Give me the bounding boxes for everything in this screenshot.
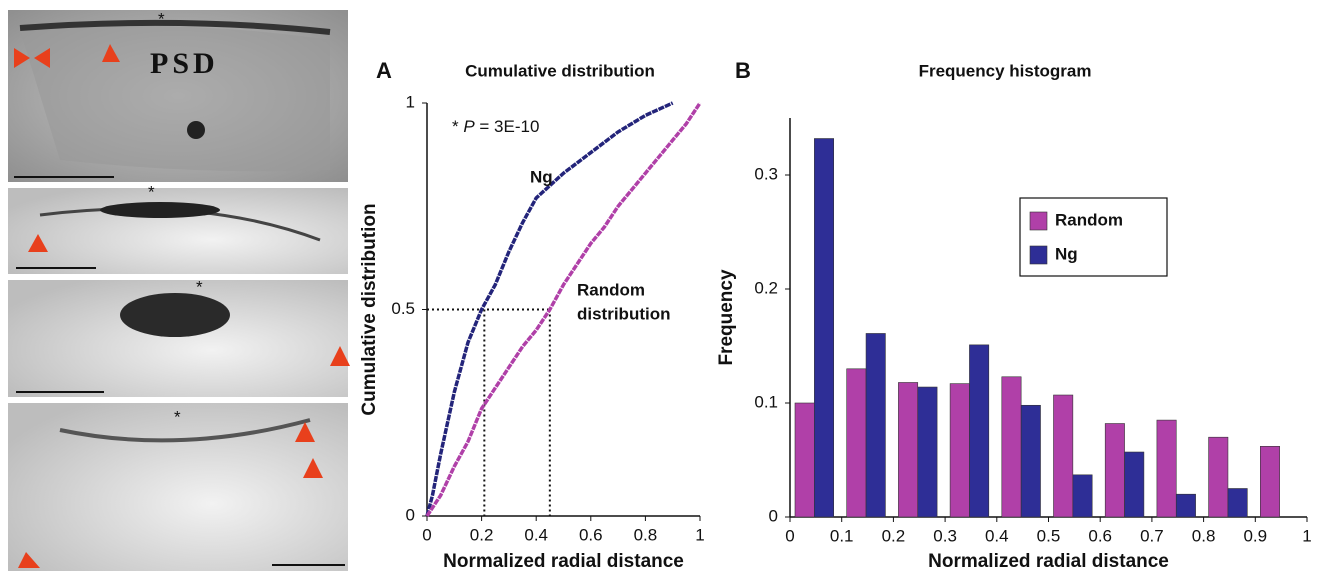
x-axis-label: Normalized radial distance — [928, 551, 1169, 572]
x-tick-label: 0.6 — [579, 525, 603, 544]
x-tick-label: 0 — [422, 525, 431, 544]
scale-bars — [14, 176, 345, 566]
legend-swatch — [1029, 211, 1048, 231]
x-tick-label: 0.6 — [1088, 526, 1112, 545]
histogram-bar — [1175, 493, 1196, 518]
asterisk: * — [148, 182, 155, 201]
x-tick-label: 0.4 — [985, 526, 1009, 545]
x-tick-label: 0.7 — [1140, 526, 1164, 545]
annotation-part: P — [463, 117, 475, 136]
legend: Random Ng — [1019, 197, 1168, 277]
x-tick-label: 0.2 — [470, 525, 494, 544]
series-label: Ng — [530, 167, 553, 186]
x-axis-label: Normalized radial distance — [443, 551, 684, 572]
histogram-bar — [917, 386, 938, 518]
histogram-bar — [794, 402, 815, 518]
y-axis-label: Frequency — [716, 269, 737, 366]
x-tick-label: 0.9 — [1243, 526, 1267, 545]
psd-label: PSD — [150, 47, 219, 80]
x-tick-label: 1 — [695, 525, 704, 544]
annotation-part: * — [452, 117, 463, 136]
arrowheads — [14, 44, 350, 568]
histogram-bar — [1260, 446, 1280, 518]
y-tick-label: 0.5 — [391, 299, 415, 318]
density — [100, 202, 220, 218]
chart-title: Frequency histogram — [919, 61, 1092, 80]
y-tick-label: 0.3 — [754, 164, 778, 183]
histogram-bar — [1001, 376, 1022, 518]
x-tick-label: 0.5 — [1037, 526, 1061, 545]
legend-label: Ng — [1055, 244, 1078, 263]
histogram-bar — [814, 138, 834, 518]
chart-title: Cumulative distribution — [465, 61, 655, 80]
histogram-bar — [1053, 394, 1074, 518]
x-tick-label: 0.3 — [933, 526, 957, 545]
histogram-bar — [1104, 423, 1125, 518]
y-tick-label: 0.2 — [754, 278, 778, 297]
particle — [187, 121, 205, 139]
histogram-bar — [1072, 474, 1093, 518]
y-tick-label: 0 — [769, 506, 778, 525]
membrane — [59, 418, 311, 443]
x-tick-label: 0.2 — [882, 526, 906, 545]
density — [120, 293, 230, 337]
panel-letter: B — [735, 58, 751, 83]
micrographs: PSD * * * * — [8, 9, 350, 571]
x-tick-label: 0.1 — [830, 526, 854, 545]
panel-letter: A — [376, 58, 392, 83]
x-tick-label: 0.4 — [524, 525, 548, 544]
micrograph — [8, 403, 348, 571]
cdf-line — [425, 101, 674, 517]
histogram-bar — [1020, 404, 1041, 518]
asterisk: * — [196, 277, 203, 296]
y-axis-label: Cumulative distribution — [359, 203, 380, 415]
legend-label: Random — [1055, 210, 1123, 229]
histogram-bar — [949, 383, 970, 518]
histogram-bar — [1227, 488, 1248, 518]
x-tick-label: 0.8 — [634, 525, 658, 544]
asterisk: * — [174, 407, 181, 426]
cdf-line — [425, 102, 702, 517]
histogram-bar — [846, 368, 867, 518]
y-tick-label: 0 — [406, 505, 415, 524]
histogram-bar — [1208, 436, 1229, 518]
series-label: Random — [577, 280, 645, 299]
y-tick-label: 1 — [406, 92, 415, 111]
histogram-bar — [1156, 419, 1177, 518]
histogram-bar — [1124, 451, 1145, 518]
annotation-part: = 3E-10 — [475, 117, 540, 136]
x-tick-label: 1 — [1302, 526, 1311, 545]
histogram-bar — [898, 382, 919, 518]
asterisk: * — [158, 9, 165, 28]
legend-swatch — [1029, 245, 1048, 265]
annotation: * P = 3E-10 — [452, 117, 539, 136]
x-tick-label: 0.8 — [1192, 526, 1216, 545]
y-tick-label: 0.1 — [754, 392, 778, 411]
membrane — [20, 25, 330, 172]
series-label: distribution — [577, 304, 670, 323]
histogram-bar — [865, 333, 886, 518]
histogram-bar — [969, 344, 990, 518]
x-tick-label: 0 — [785, 526, 794, 545]
density — [19, 19, 331, 35]
